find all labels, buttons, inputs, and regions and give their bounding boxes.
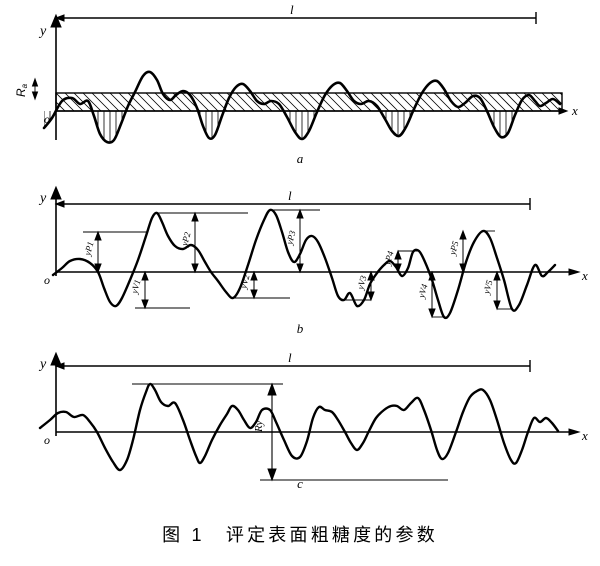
svg-text:l: l (288, 350, 292, 365)
svg-text:x: x (581, 268, 588, 283)
svg-text:x: x (571, 103, 578, 118)
svg-text:b: b (297, 321, 304, 336)
svg-text:a: a (297, 151, 304, 166)
svg-text:c: c (297, 476, 303, 491)
svg-text:y: y (38, 357, 47, 372)
svg-text:y: y (38, 191, 47, 206)
svg-text:l: l (290, 2, 294, 17)
svg-text:y: y (38, 24, 47, 39)
svg-text:o: o (44, 433, 50, 447)
svg-text:x: x (581, 428, 588, 443)
svg-text:图 1 评定表面粗糖度的参数: 图 1 评定表面粗糖度的参数 (162, 525, 438, 545)
svg-text:o: o (44, 273, 50, 287)
svg-text:l: l (288, 188, 292, 203)
